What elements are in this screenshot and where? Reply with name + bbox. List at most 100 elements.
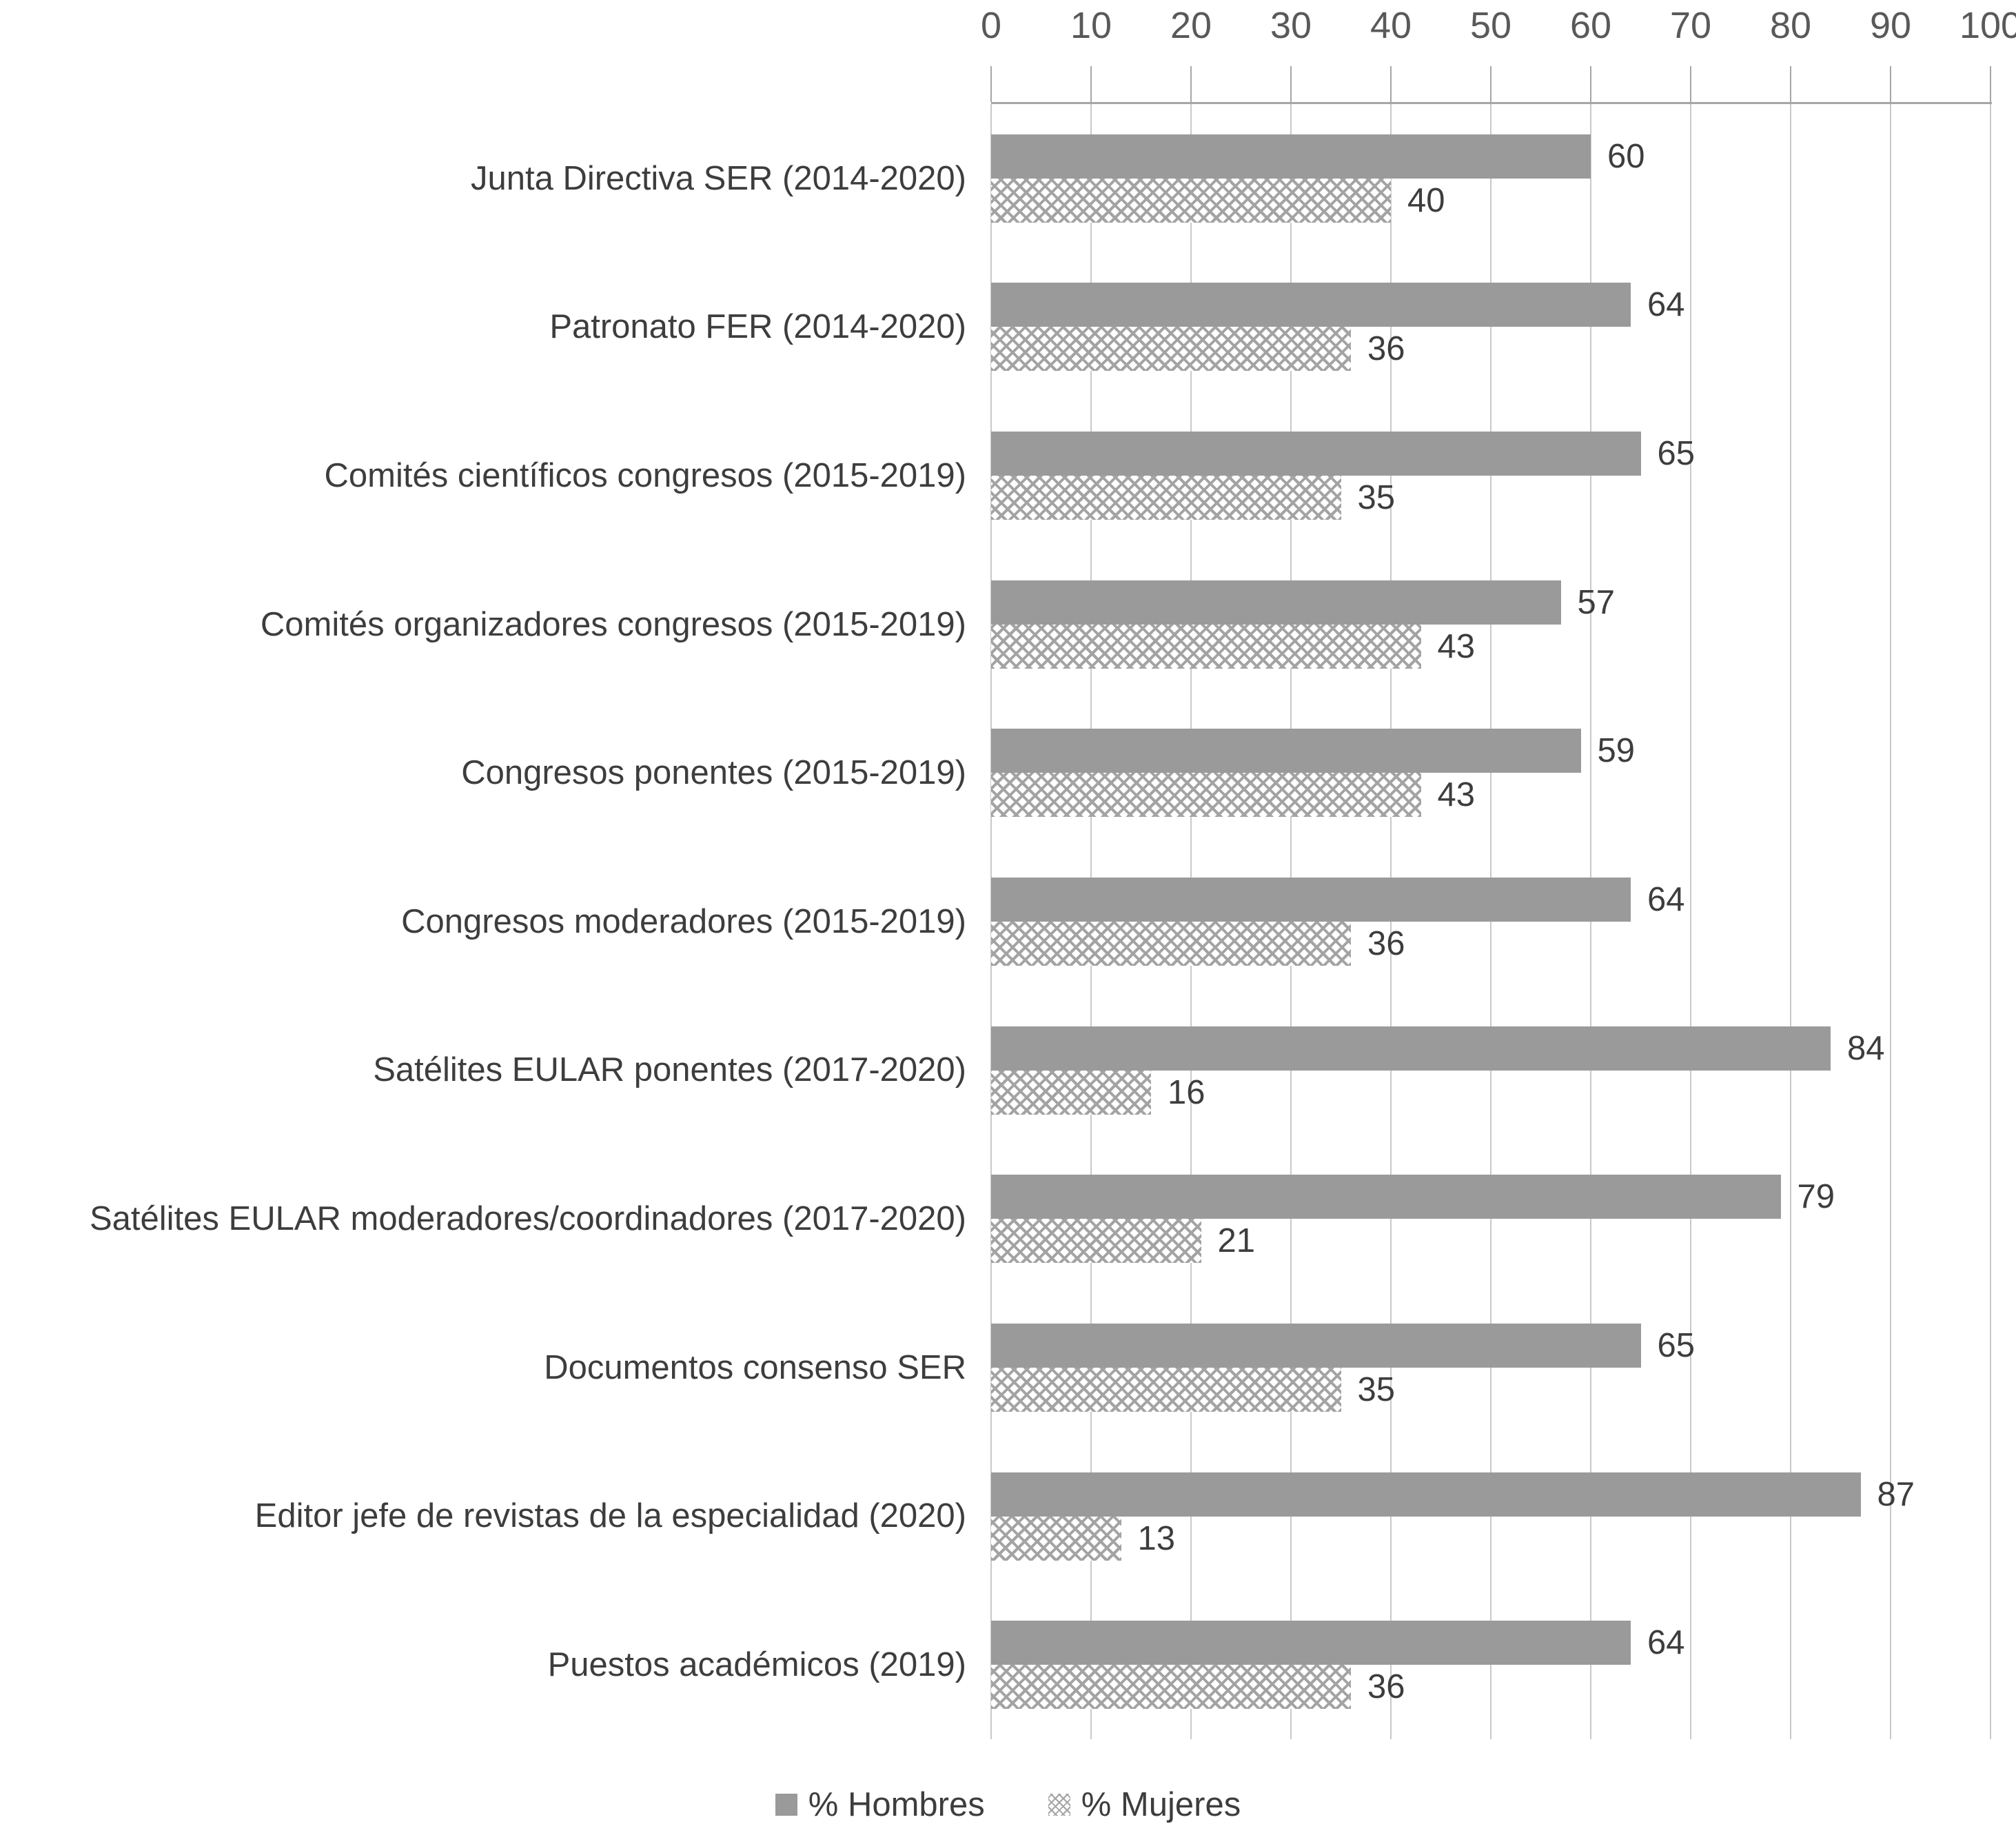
bar-solid bbox=[991, 432, 1641, 476]
value-label: 65 bbox=[1657, 435, 1695, 473]
legend-item: % Mujeres bbox=[1048, 1785, 1241, 1824]
value-label: 65 bbox=[1657, 1326, 1695, 1364]
category-row: Comités científicos congresos (2015-2019… bbox=[0, 401, 2016, 550]
category-bars: 59 43 bbox=[991, 699, 1990, 848]
value-label: 35 bbox=[1357, 479, 1396, 517]
value-label: 60 bbox=[1607, 137, 1645, 175]
bar-solid bbox=[991, 1026, 1831, 1071]
bar-crosshatch bbox=[991, 178, 1391, 223]
category-label: Junta Directiva SER (2014-2020) bbox=[470, 159, 966, 197]
x-axis-tick-label: 70 bbox=[1669, 5, 1712, 46]
category-label: Congresos ponentes (2015-2019) bbox=[461, 754, 966, 792]
bar-line: 65 bbox=[991, 1323, 1990, 1368]
bar-crosshatch bbox=[991, 1665, 1351, 1710]
value-label: 35 bbox=[1357, 1370, 1396, 1408]
x-axis-tick-label: 50 bbox=[1469, 5, 1512, 46]
bar-solid bbox=[991, 283, 1631, 327]
value-label: 43 bbox=[1437, 627, 1476, 665]
value-label: 16 bbox=[1168, 1073, 1205, 1111]
category-bars: 65 35 bbox=[991, 401, 1990, 550]
category-label: Documentos consenso SER bbox=[544, 1348, 966, 1386]
bar-line: 43 bbox=[991, 624, 1990, 669]
bar-line: 87 bbox=[991, 1472, 1990, 1517]
category-row: Comités organizadores congresos (2015-20… bbox=[0, 550, 2016, 699]
bar-line: 57 bbox=[991, 580, 1990, 625]
bar-solid bbox=[991, 1472, 1861, 1517]
bar-crosshatch bbox=[991, 1367, 1341, 1412]
bar-line: 64 bbox=[991, 1621, 1990, 1665]
gridline bbox=[1390, 104, 1392, 1739]
gridline bbox=[1890, 104, 1891, 1739]
bar-line: 36 bbox=[991, 327, 1990, 372]
bar-solid bbox=[991, 580, 1561, 625]
bar-line: 36 bbox=[991, 921, 1990, 966]
x-axis-tick-label: 40 bbox=[1370, 5, 1412, 46]
value-label: 21 bbox=[1217, 1222, 1256, 1260]
category-row: Congresos moderadores (2015-2019) 64 36 bbox=[0, 847, 2016, 996]
gridline bbox=[1990, 104, 1991, 1739]
category-bars: 57 43 bbox=[991, 550, 1990, 699]
value-label: 40 bbox=[1407, 181, 1445, 219]
x-axis-tick-mark bbox=[1790, 66, 1791, 102]
bar-solid bbox=[991, 1175, 1781, 1219]
category-bars: 60 40 bbox=[991, 104, 1990, 253]
category-label: Editor jefe de revistas de la especialid… bbox=[254, 1497, 966, 1535]
value-label: 13 bbox=[1137, 1519, 1176, 1557]
x-axis-tick-mark bbox=[1990, 66, 1991, 102]
bar-line: 84 bbox=[991, 1026, 1990, 1071]
bar-solid bbox=[991, 1621, 1631, 1665]
x-axis-tick-mark bbox=[1390, 66, 1392, 102]
x-axis-tick-label: 90 bbox=[1869, 5, 1912, 46]
bar-line: 35 bbox=[991, 476, 1990, 520]
bar-line: 64 bbox=[991, 877, 1990, 922]
category-bars: 65 35 bbox=[991, 1293, 1990, 1442]
bar-crosshatch bbox=[991, 921, 1351, 966]
x-axis-tick-label: 60 bbox=[1569, 5, 1612, 46]
category-row: Puestos académicos (2019) 64 36 bbox=[0, 1590, 2016, 1739]
bar-line: 36 bbox=[991, 1665, 1990, 1710]
legend-swatch-solid-icon bbox=[775, 1794, 797, 1816]
x-axis-tick-label: 30 bbox=[1270, 5, 1312, 46]
category-bars: 64 36 bbox=[991, 847, 1990, 996]
x-axis-tick-mark bbox=[1090, 66, 1092, 102]
value-label: 36 bbox=[1367, 1668, 1405, 1706]
x-axis-tick-label: 0 bbox=[980, 5, 1002, 46]
bar-line: 21 bbox=[991, 1219, 1990, 1264]
bar-line: 64 bbox=[991, 283, 1990, 327]
value-label: 64 bbox=[1647, 1624, 1685, 1662]
bar-line: 43 bbox=[991, 773, 1990, 818]
category-bars: 64 36 bbox=[991, 1590, 1990, 1739]
category-bars: 79 21 bbox=[991, 1144, 1990, 1293]
value-label: 79 bbox=[1797, 1178, 1835, 1216]
category-label: Patronato FER (2014-2020) bbox=[549, 308, 966, 346]
category-bars: 87 13 bbox=[991, 1442, 1990, 1591]
category-label: Congresos moderadores (2015-2019) bbox=[401, 902, 966, 940]
value-label: 59 bbox=[1597, 732, 1635, 770]
value-label: 87 bbox=[1877, 1475, 1915, 1513]
x-axis-line bbox=[991, 102, 1992, 104]
legend-swatch-crosshatch-icon bbox=[1048, 1794, 1070, 1816]
value-label: 43 bbox=[1437, 776, 1476, 814]
x-axis-tick-label: 100 bbox=[1959, 5, 2016, 46]
bar-crosshatch bbox=[991, 1219, 1201, 1264]
bar-solid bbox=[991, 134, 1591, 179]
bar-line: 65 bbox=[991, 432, 1990, 476]
category-row: Satélites EULAR moderadores/coordinadore… bbox=[0, 1144, 2016, 1293]
bar-line: 60 bbox=[991, 134, 1990, 179]
category-label: Satélites EULAR ponentes (2017-2020) bbox=[373, 1051, 966, 1089]
category-bars: 84 16 bbox=[991, 996, 1990, 1145]
value-label: 36 bbox=[1367, 330, 1405, 368]
category-row: Documentos consenso SER 65 35 bbox=[0, 1293, 2016, 1442]
x-axis-tick-mark bbox=[990, 66, 992, 102]
bar-solid bbox=[991, 877, 1631, 922]
legend-item: % Hombres bbox=[775, 1785, 985, 1824]
x-axis-tick-label: 10 bbox=[1070, 5, 1112, 46]
category-label: Comités organizadores congresos (2015-20… bbox=[260, 605, 966, 643]
x-axis-tick-marks bbox=[990, 66, 1991, 102]
category-label: Puestos académicos (2019) bbox=[547, 1646, 966, 1683]
category-row: Congresos ponentes (2015-2019) 59 43 bbox=[0, 699, 2016, 848]
x-axis-tick-label: 20 bbox=[1170, 5, 1212, 46]
bar-crosshatch bbox=[991, 773, 1421, 818]
category-label: Comités científicos congresos (2015-2019… bbox=[324, 456, 966, 494]
